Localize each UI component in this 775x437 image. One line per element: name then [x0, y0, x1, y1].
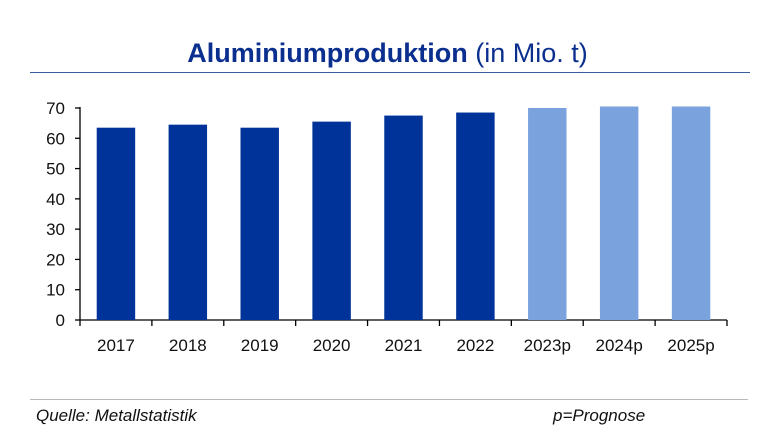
y-tick-label: 0: [56, 311, 65, 330]
x-axis: 2017 2018 2019 2020 2021 2022 2023p 2024p 2025p: [79, 319, 728, 355]
x-tick-label: 2024p: [596, 336, 643, 355]
chart-title-main: Aluminiumproduktion: [187, 38, 468, 68]
bar-2021: [384, 115, 423, 320]
x-tick-label: 2017: [97, 336, 135, 355]
footer-divider: [30, 399, 748, 400]
y-tick-label: 40: [46, 190, 65, 209]
y-tick-label: 70: [46, 99, 65, 118]
bar-2024p: [599, 106, 639, 321]
x-tick-label: 2022: [456, 336, 494, 355]
y-axis: 0 10 20 30 40 50 60 70: [46, 99, 81, 330]
bars: [96, 106, 711, 321]
title-divider: [30, 72, 750, 73]
chart-title: Aluminiumproduktion (in Mio. t): [0, 38, 775, 69]
bar-2017: [96, 127, 136, 320]
chart-title-unit: (in Mio. t): [475, 38, 588, 68]
x-tick-label: 2019: [241, 336, 279, 355]
bar-2019: [240, 127, 279, 320]
x-tick-label: 2023p: [524, 336, 571, 355]
x-tick-label: 2018: [169, 336, 207, 355]
bar-2022: [456, 112, 495, 320]
x-tick-label: 2020: [313, 336, 351, 355]
bar-2020: [312, 121, 351, 320]
y-tick-label: 30: [46, 220, 65, 239]
forecast-note: p=Prognose: [553, 406, 646, 425]
y-tick-label: 50: [46, 160, 65, 179]
x-tick-label: 2021: [385, 336, 423, 355]
bar-2018: [168, 124, 208, 320]
y-tick-label: 10: [46, 281, 65, 300]
bar-2023p: [528, 108, 567, 320]
bar-2025p: [671, 106, 711, 321]
y-tick-label: 20: [46, 250, 65, 269]
source-label: Quelle: Metallstatistik: [36, 406, 197, 425]
y-tick-label: 60: [46, 129, 65, 148]
x-tick-label: 2025p: [667, 336, 714, 355]
